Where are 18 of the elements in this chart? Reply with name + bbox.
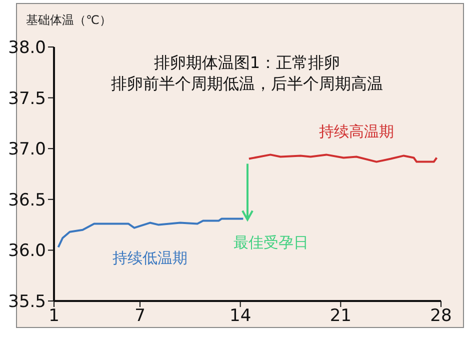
y-axis-title: 基础体温（℃） [26, 12, 112, 29]
line-series [248, 154, 438, 163]
x-tick-label: 21 [330, 306, 352, 326]
y-tick-label: 35.5 [8, 292, 46, 312]
x-tick-label: 28 [430, 306, 452, 326]
y-tick-label: 38.0 [8, 38, 46, 58]
y-tick-label: 36.0 [8, 241, 46, 262]
x-tick-label: 14 [230, 306, 252, 326]
y-tick-label: 37.5 [8, 88, 46, 109]
x-tick-label: 7 [134, 306, 146, 326]
series-label: 持续高温期 [318, 122, 394, 141]
chart-title: 排卵期体温图1：正常排卵 [152, 52, 342, 73]
y-tick-label: 36.5 [8, 190, 46, 210]
x-tick-label: 1 [48, 306, 60, 326]
text: 排卵前半个周期低温，后半个周期高温 [110, 73, 384, 94]
annotation: 最佳受孕日 [234, 234, 308, 252]
series-label: 持续低温期 [112, 248, 188, 267]
y-tick-label: 37.0 [8, 140, 46, 160]
